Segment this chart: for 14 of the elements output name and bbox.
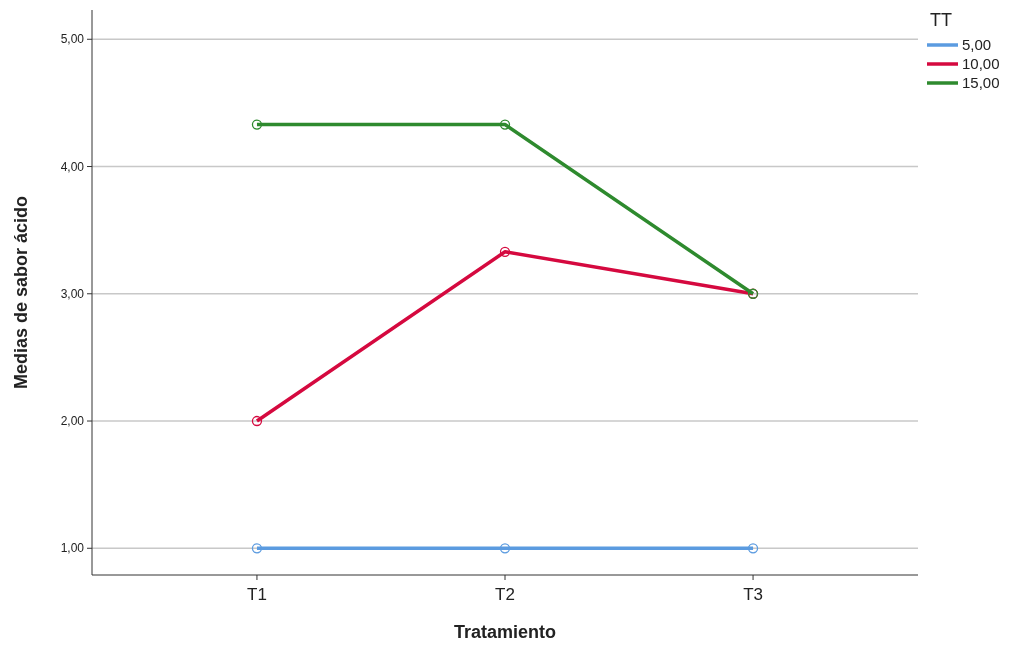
- y-tick-label: 4,00: [60, 159, 85, 174]
- y-tick-label: 1,00: [60, 541, 85, 556]
- y-axis-title: Medias de sabor ácido: [11, 195, 31, 390]
- legend-title: TT: [930, 10, 952, 31]
- x-tick-label: T1: [247, 585, 267, 604]
- y-tick-label: 5,00: [60, 32, 85, 47]
- x-axis-title: Tratamiento: [453, 622, 557, 642]
- x-tick-label: T3: [743, 585, 763, 604]
- x-tick-label: T2: [495, 585, 515, 604]
- y-tick-label: 2,00: [60, 414, 85, 429]
- legend-label: 10,00: [962, 55, 1000, 73]
- legend-label: 5,00: [962, 36, 992, 54]
- legend-label: 15,00: [962, 74, 1000, 92]
- y-tick-label: 3,00: [60, 286, 85, 301]
